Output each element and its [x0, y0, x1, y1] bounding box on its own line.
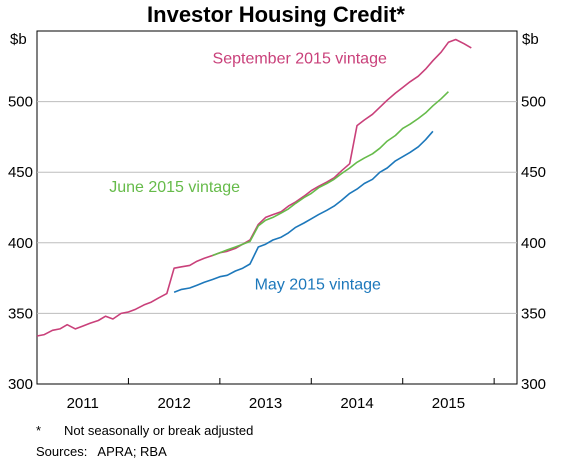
y-tick-label-left: 350: [8, 305, 33, 322]
footnote-text: Not seasonally or break adjusted: [64, 423, 253, 438]
series-label-0: September 2015 vintage: [213, 50, 387, 67]
series-lines: [36, 38, 472, 337]
series-line-2: [173, 130, 434, 293]
footnote-marker: *: [36, 423, 41, 438]
series-line-1: [212, 91, 449, 257]
y-axis-tick-labels-left: 300 350 400 450 500: [8, 94, 33, 393]
y-axis-tick-labels-right: 300 350 400 450 500: [521, 94, 546, 393]
chart-title: Investor Housing Credit*: [147, 2, 405, 27]
x-axis-tick-labels: 2011 2012 2013 2014 2015: [67, 395, 466, 412]
y-axis-unit-right: $b: [522, 31, 539, 48]
y-tick-label-left: 300: [8, 376, 33, 393]
x-axis-tick-marks: [127, 378, 495, 384]
x-tick-label: 2015: [432, 395, 465, 412]
x-tick-label: 2012: [157, 395, 190, 412]
y-tick-label-right: 500: [521, 94, 546, 111]
series-label-2: May 2015 vintage: [255, 276, 381, 293]
sources-note: Sources: APRA; RBA: [36, 444, 167, 459]
y-tick-label-left: 450: [8, 164, 33, 181]
series-labels: September 2015 vintage June 2015 vintage M…: [109, 50, 387, 293]
y-tick-label-right: 350: [521, 305, 546, 322]
x-tick-label: 2013: [249, 395, 282, 412]
y-tick-label-left: 400: [8, 235, 33, 252]
x-tick-label: 2011: [67, 395, 99, 412]
y-tick-label-left: 500: [8, 94, 33, 111]
plot-area-frame: [36, 30, 518, 385]
y-tick-label-right: 450: [521, 164, 546, 181]
y-tick-label-right: 400: [521, 235, 546, 252]
x-tick-label: 2014: [340, 395, 373, 412]
series-label-1: June 2015 vintage: [109, 179, 240, 196]
y-tick-label-right: 300: [521, 376, 546, 393]
y-axis-unit-left: $b: [10, 31, 27, 48]
